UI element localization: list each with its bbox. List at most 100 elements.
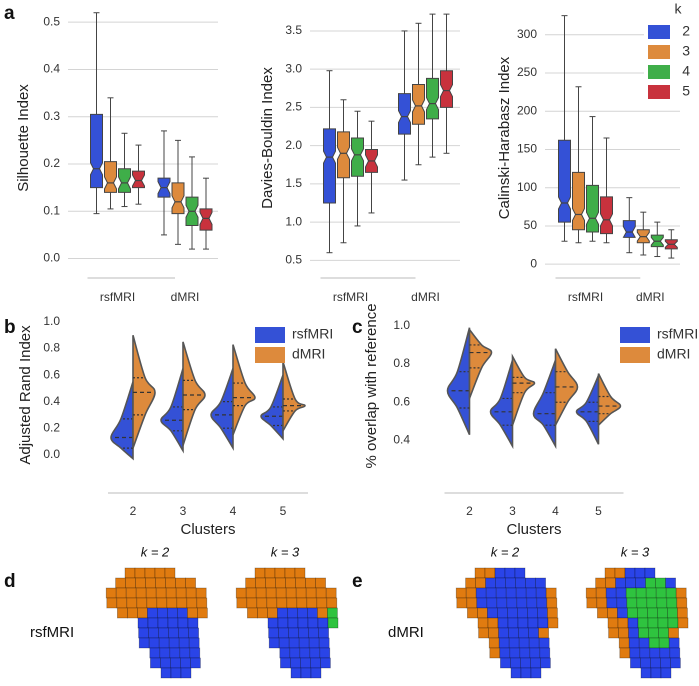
voxel [298, 627, 309, 639]
voxel [637, 607, 648, 619]
voxel [498, 627, 509, 639]
voxel [154, 567, 166, 579]
voxel [650, 667, 662, 679]
voxel [277, 607, 288, 619]
box [323, 128, 336, 204]
voxel [477, 617, 489, 629]
legend-swatch [648, 45, 670, 59]
voxel [285, 587, 297, 599]
y-tick-label: 0.1 [43, 203, 60, 217]
voxel [489, 647, 501, 659]
voxel [164, 567, 176, 579]
voxel [675, 587, 687, 599]
voxel [595, 587, 607, 599]
legend-swatch [648, 85, 670, 99]
voxel [625, 577, 636, 589]
x-tick-label: dMRI [171, 290, 200, 304]
voxel [318, 627, 329, 639]
legend-swatch [620, 327, 650, 343]
legend-label: 5 [682, 83, 690, 99]
voxel [327, 607, 338, 619]
legend-label: 4 [682, 63, 690, 79]
y-tick-label: 3.5 [285, 23, 302, 37]
voxel [300, 667, 312, 679]
voxel [185, 577, 196, 589]
voxel [525, 577, 536, 589]
brain-rendering [235, 567, 339, 679]
voxel [456, 597, 468, 609]
voxel [308, 627, 319, 639]
voxel [168, 627, 179, 639]
voxel [485, 577, 496, 589]
voxel [160, 667, 172, 679]
voxel [187, 617, 199, 629]
voxel [605, 577, 616, 589]
voxel [315, 587, 327, 599]
voxel [505, 587, 517, 599]
voxel [526, 597, 538, 609]
voxel [325, 587, 337, 599]
voxel [640, 657, 651, 669]
legend-label: 2 [682, 23, 690, 39]
voxel [185, 587, 197, 599]
voxel [256, 597, 268, 609]
voxel [187, 607, 198, 619]
box [412, 83, 425, 125]
y-tick-label: 2.0 [285, 138, 302, 152]
box [440, 70, 453, 108]
voxel [528, 627, 539, 639]
violin-half [210, 368, 234, 451]
voxel [474, 567, 486, 579]
voxel [655, 577, 666, 589]
voxel [650, 657, 661, 669]
voxel [617, 617, 629, 629]
voxel [595, 577, 606, 589]
voxel [180, 667, 192, 679]
voxel [275, 587, 287, 599]
voxel [284, 567, 296, 579]
voxel [147, 607, 158, 619]
voxel [310, 657, 321, 669]
voxel [627, 617, 639, 629]
voxel [169, 647, 181, 659]
voxel [319, 647, 331, 659]
voxel [197, 607, 208, 619]
voxel [158, 637, 170, 649]
voxel [307, 617, 319, 629]
voxel [645, 577, 656, 589]
voxel [266, 597, 278, 609]
voxel [497, 607, 508, 619]
y-tick-label: 0.8 [43, 341, 60, 355]
y-tick-label: 0 [530, 256, 537, 270]
voxel [676, 597, 688, 609]
voxel [660, 667, 672, 679]
voxel [507, 607, 518, 619]
voxel [649, 647, 661, 659]
voxel [167, 617, 179, 629]
voxel [527, 617, 539, 629]
violin-half [532, 359, 557, 450]
y-tick-label: 0.0 [43, 447, 60, 461]
voxel [180, 657, 191, 669]
legend-label: dMRI [292, 346, 325, 362]
voxel [295, 577, 306, 589]
voxel [247, 607, 258, 619]
voxel [309, 647, 321, 659]
voxel [529, 647, 541, 659]
voxel [496, 597, 508, 609]
voxel [499, 647, 511, 659]
voxel [505, 577, 516, 589]
voxel [288, 627, 299, 639]
voxel [508, 627, 519, 639]
voxel [135, 587, 147, 599]
y-tick-label: 1.0 [43, 314, 60, 328]
voxel [190, 657, 201, 669]
voxel [170, 657, 181, 669]
voxel [149, 647, 161, 659]
x-tick-label: 5 [595, 504, 602, 518]
voxel [507, 617, 519, 629]
voxel [487, 607, 498, 619]
voxel [300, 657, 311, 669]
violin-half [511, 353, 536, 426]
